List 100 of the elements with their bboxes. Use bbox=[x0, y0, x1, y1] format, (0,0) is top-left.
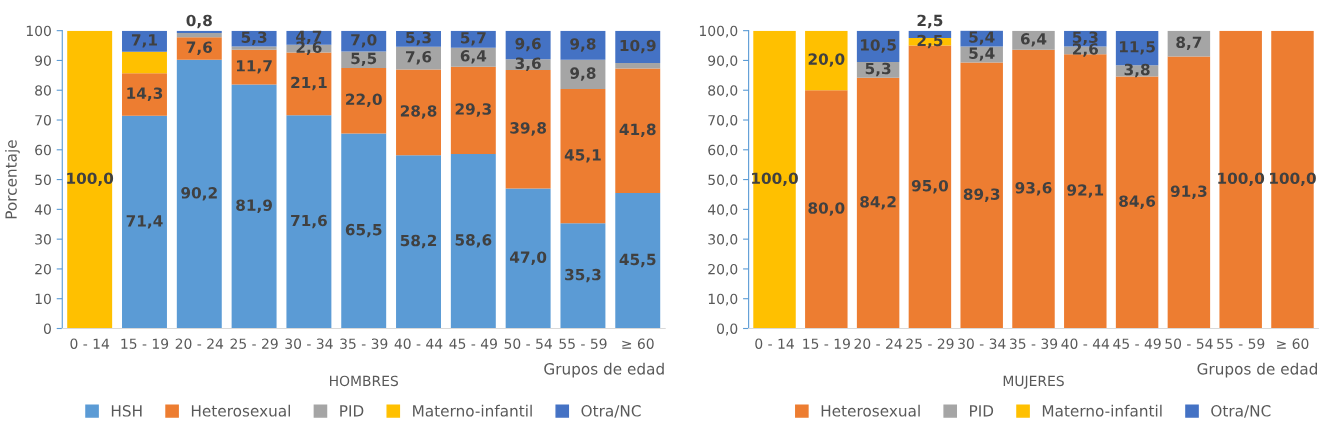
bar bbox=[450, 153, 496, 329]
x-tick-label: 30 - 34 bbox=[285, 338, 333, 349]
x-tick-label: 0 - 14 bbox=[70, 338, 110, 349]
bar bbox=[396, 69, 441, 156]
data-label: 71,4 bbox=[126, 215, 163, 229]
bar bbox=[67, 30, 113, 329]
data-label: 9,8 bbox=[570, 38, 596, 52]
legend-label: PID bbox=[970, 405, 994, 417]
y-tick-label: 10,0 bbox=[708, 293, 738, 306]
data-label: 5,3 bbox=[1072, 31, 1098, 45]
data-label: 2,5 bbox=[917, 34, 943, 49]
data-label: 89,3 bbox=[963, 188, 1000, 202]
data-label: 7,1 bbox=[131, 34, 157, 48]
data-label: 3,6 bbox=[515, 57, 541, 71]
x-tick-label: 35 - 39 bbox=[340, 338, 388, 349]
bar bbox=[231, 49, 277, 85]
data-label: 39,8 bbox=[510, 122, 547, 136]
data-label: 10,9 bbox=[620, 39, 656, 54]
bar bbox=[122, 73, 167, 116]
x-tick-label: 15 - 19 bbox=[121, 338, 169, 349]
bar bbox=[231, 46, 277, 50]
bar bbox=[450, 66, 496, 154]
data-label: 45,1 bbox=[564, 149, 601, 163]
legend-label: Materno-infantil bbox=[413, 404, 532, 417]
data-label: 11,7 bbox=[236, 60, 272, 74]
bar bbox=[341, 133, 387, 329]
legend-label: HSH bbox=[111, 405, 142, 417]
y-tick-label: 50 bbox=[35, 174, 51, 186]
data-label: 7,0 bbox=[351, 33, 377, 48]
bar bbox=[615, 68, 661, 193]
legend-label: Heterosexual bbox=[191, 404, 290, 417]
data-label: 9,8 bbox=[570, 67, 596, 81]
bar bbox=[122, 51, 167, 74]
data-label: 8,7 bbox=[1176, 36, 1202, 50]
bar bbox=[505, 69, 551, 189]
y-tick-label: 40 bbox=[34, 204, 51, 215]
data-label: 84,6 bbox=[1119, 195, 1156, 209]
y-tick-label: 100 bbox=[26, 25, 51, 37]
data-label: 45,5 bbox=[619, 253, 656, 268]
data-label: 21,1 bbox=[291, 76, 327, 91]
x-tick-label: 55 - 59 bbox=[559, 338, 607, 349]
data-label: 90,2 bbox=[181, 187, 217, 201]
y-tick-label: 90,0 bbox=[708, 55, 738, 68]
bar bbox=[615, 63, 661, 69]
legend-label: Otra/NC bbox=[1211, 405, 1271, 418]
data-label: 5,7 bbox=[460, 32, 486, 46]
bar bbox=[176, 33, 222, 38]
data-label: 80,0 bbox=[808, 202, 845, 216]
data-label: 92,1 bbox=[1067, 184, 1104, 198]
data-label: 29,3 bbox=[455, 103, 491, 117]
y-tick-label: 100,0 bbox=[699, 25, 738, 38]
bar bbox=[560, 223, 606, 329]
bar bbox=[615, 192, 661, 329]
bar bbox=[341, 67, 387, 134]
data-label: 5,3 bbox=[241, 31, 267, 45]
data-label: 58,6 bbox=[455, 234, 492, 248]
x-tick-label: 50 - 54 bbox=[1165, 338, 1213, 349]
data-label: 14,3 bbox=[127, 87, 163, 101]
bar bbox=[960, 62, 1003, 329]
data-label: 22,0 bbox=[346, 93, 382, 108]
bar bbox=[805, 90, 848, 329]
y-tick-label: 60,0 bbox=[708, 144, 738, 157]
text: HOMBRES bbox=[330, 375, 398, 387]
x-tick-label: 30 - 34 bbox=[958, 338, 1006, 349]
y-tick-label: 70 bbox=[35, 114, 51, 126]
bar bbox=[856, 77, 900, 329]
y-tick-label: 40,0 bbox=[707, 204, 738, 217]
x-tick-label: 45 - 49 bbox=[449, 338, 497, 349]
bar bbox=[231, 84, 277, 329]
data-label: 5,3 bbox=[865, 62, 891, 77]
bar bbox=[1012, 49, 1055, 329]
data-label: 3,8 bbox=[1124, 63, 1150, 78]
y-tick-label: 10 bbox=[35, 293, 51, 305]
x-tick-label: 45 - 49 bbox=[1113, 338, 1161, 349]
x-tick-label: 40 - 44 bbox=[1061, 338, 1110, 349]
data-label: 5,5 bbox=[351, 52, 377, 67]
bar bbox=[1271, 30, 1314, 329]
data-label: 2,5 bbox=[917, 14, 943, 29]
data-label: 7,6 bbox=[186, 41, 212, 55]
data-label: 0,8 bbox=[186, 14, 212, 29]
data-label: 2,6 bbox=[1072, 43, 1099, 57]
y-axis-title: Porcentaje bbox=[5, 140, 20, 219]
x-tick-label: 40 - 44 bbox=[394, 338, 443, 349]
data-label: 5,4 bbox=[969, 31, 995, 45]
y-tick-label: 0 bbox=[43, 323, 51, 334]
bar bbox=[560, 89, 606, 224]
legend-label: Materno-infantil bbox=[1042, 404, 1162, 417]
data-label: 91,3 bbox=[1170, 185, 1207, 199]
bar bbox=[1167, 56, 1211, 329]
x-tick-label: 25 - 29 bbox=[230, 338, 278, 349]
x-tick-label: 20 - 24 bbox=[854, 338, 902, 349]
x-tick-label: 55 - 59 bbox=[1217, 338, 1265, 349]
y-tick-label: 60 bbox=[35, 144, 51, 156]
bar bbox=[286, 115, 332, 329]
data-label: 6,4 bbox=[460, 50, 487, 64]
bar bbox=[505, 188, 551, 329]
bar bbox=[396, 155, 441, 329]
y-tick-label: 20 bbox=[35, 263, 51, 275]
y-tick-label: 50,0 bbox=[708, 174, 738, 187]
data-label: 71,6 bbox=[291, 214, 327, 229]
